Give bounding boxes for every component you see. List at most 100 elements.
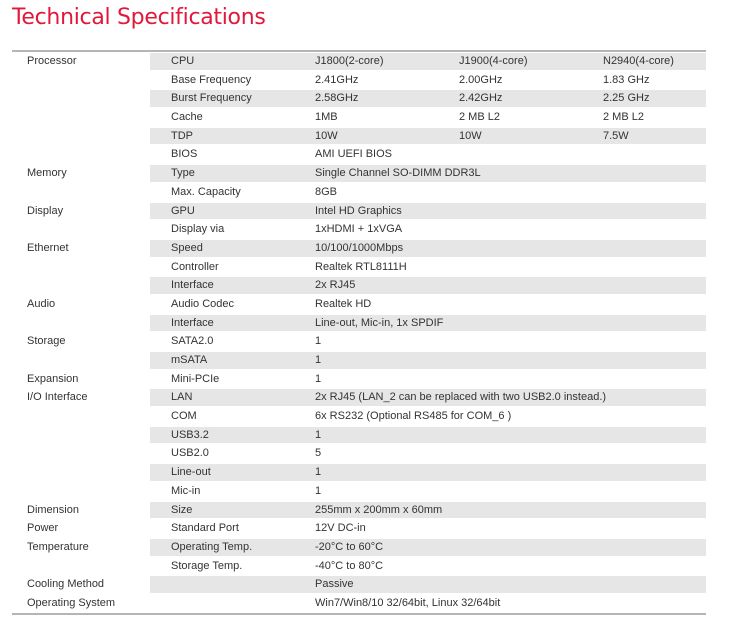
value-1: Win7/Win8/10 32/64bit, Linux 32/64bit <box>315 596 501 609</box>
spec-label: BIOS <box>171 148 198 161</box>
spec-label: Display via <box>171 223 225 236</box>
spec-label: USB3.2 <box>171 428 209 441</box>
row-shading <box>150 501 706 519</box>
table-row: Power Standard Port 12V DC-in <box>12 519 706 538</box>
value-1: 12V DC-in <box>315 522 366 535</box>
category: Cooling Method <box>27 578 105 591</box>
table-row: Ethernet Speed 10/100/1000Mbps <box>12 239 706 258</box>
row-shading <box>150 483 706 500</box>
category: Expansion <box>27 372 79 385</box>
value-2: 2 MB L2 <box>459 111 500 124</box>
table-row: USB3.2 1 <box>12 426 706 445</box>
category: Audio <box>27 297 56 310</box>
value-1: AMI UEFI BIOS <box>315 148 393 161</box>
row-shading <box>150 53 706 70</box>
row-shading <box>150 352 706 369</box>
value-1: Passive <box>315 578 354 591</box>
value-2: 2.42GHz <box>459 92 503 105</box>
row-shading <box>150 314 706 332</box>
value-3: 2 MB L2 <box>603 111 644 124</box>
row-shading <box>150 333 706 350</box>
spec-label: Standard Port <box>171 522 239 535</box>
table-row: COM 6x RS232 (Optional RS485 for COM_6 ) <box>12 407 706 426</box>
value-2: 10W <box>459 129 482 142</box>
spec-label: Mic-in <box>171 484 201 497</box>
value-1: 1 <box>315 466 322 479</box>
table-row: Mic-in 1 <box>12 482 706 501</box>
value-1: 1 <box>315 428 322 441</box>
table-row: Storage SATA2.0 1 <box>12 332 706 351</box>
spec-label: Interface <box>171 316 214 329</box>
table-row: Burst Frequency 2.58GHz 2.42GHz 2.25 GHz <box>12 89 706 108</box>
value-1: 255mm x 200mm x 60mm <box>315 503 443 516</box>
category: Processor <box>27 55 77 67</box>
category: Power <box>27 522 59 535</box>
row-shading <box>150 576 706 593</box>
value-3: 7.5W <box>603 129 629 142</box>
table-row: Cooling Method Passive <box>12 575 706 594</box>
page-title: Technical Specifications <box>12 5 266 30</box>
spec-label: Max. Capacity <box>171 185 241 198</box>
row-shading <box>150 464 706 481</box>
spec-label: Storage Temp. <box>171 559 243 572</box>
value-1: 5 <box>315 447 322 460</box>
spec-label: GPU <box>171 204 195 217</box>
table-row: Cache 1MB 2 MB L2 2 MB L2 <box>12 108 706 127</box>
value-2: 2.00GHz <box>459 73 503 86</box>
value-1: Realtek RTL8111H <box>315 260 407 273</box>
row-shading <box>150 127 706 145</box>
value-1: Intel HD Graphics <box>315 204 402 217</box>
row-shading <box>150 389 706 407</box>
spec-label: SATA2.0 <box>171 335 214 348</box>
value-3: 2.25 GHz <box>603 92 650 105</box>
spec-label: Size <box>171 503 193 516</box>
table-row: Audio Audio Codec Realtek HD <box>12 295 706 314</box>
value-1: 10/100/1000Mbps <box>315 241 404 254</box>
spec-label: Interface <box>171 279 214 292</box>
table-row: I/O Interface LAN 2x RJ45 (LAN_2 can be re… <box>12 388 706 407</box>
table-row: Interface Line-out, Mic-in, 1x SPDIF <box>12 314 706 333</box>
value-1: 6x RS232 (Optional RS485 for COM_6 ) <box>315 410 512 423</box>
category: Storage <box>27 335 66 348</box>
table-row: USB2.0 5 <box>12 444 706 463</box>
value-1: 1 <box>315 354 322 366</box>
category: Operating System <box>27 596 116 609</box>
table-row: BIOS AMI UEFI BIOS <box>12 145 706 164</box>
table-row: Operating System Win7/Win8/10 32/64bit, L… <box>12 594 706 613</box>
row-shading <box>150 146 706 163</box>
category: Temperature <box>27 540 89 553</box>
spec-label: CPU <box>171 55 195 67</box>
value-2: J1900(4-core) <box>459 55 528 67</box>
table-row: Expansion Mini-PCIe 1 <box>12 370 706 389</box>
value-1: 1 <box>315 372 322 385</box>
value-3: N2940(4-core) <box>603 55 674 67</box>
value-1: Realtek HD <box>315 297 372 310</box>
spec-label: mSATA <box>171 354 208 366</box>
spec-label: Speed <box>171 241 203 254</box>
table-row: mSATA 1 <box>12 351 706 370</box>
spec-label: Operating Temp. <box>171 540 253 553</box>
spec-label: Audio Codec <box>171 297 234 310</box>
row-shading <box>150 90 706 108</box>
table-row: Line-out 1 <box>12 463 706 482</box>
value-1: 1 <box>315 484 322 497</box>
spec-label: Controller <box>171 260 219 273</box>
value-1: 2.41GHz <box>315 73 359 86</box>
value-1: -40°C to 80°C <box>315 559 384 572</box>
spec-label: COM <box>171 410 197 423</box>
spec-label: Cache <box>171 111 203 124</box>
value-1: 1 <box>315 335 322 348</box>
value-1: -20°C to 60°C <box>315 540 384 553</box>
row-shading <box>150 259 706 276</box>
value-1: Single Channel SO-DIMM DDR3L <box>315 167 481 180</box>
table-row: Display GPU Intel HD Graphics <box>12 202 706 221</box>
spec-label: TDP <box>171 129 193 142</box>
table-row: Dimension Size 255mm x 200mm x 60mm <box>12 501 706 520</box>
category: Memory <box>27 167 67 180</box>
category: Ethernet <box>27 241 69 254</box>
category: Display <box>27 204 64 217</box>
table-row: Controller Realtek RTL8111H <box>12 258 706 277</box>
value-1: 1xHDMI + 1xVGA <box>315 223 403 236</box>
value-3: 1.83 GHz <box>603 73 650 86</box>
spec-label: Burst Frequency <box>171 92 252 105</box>
